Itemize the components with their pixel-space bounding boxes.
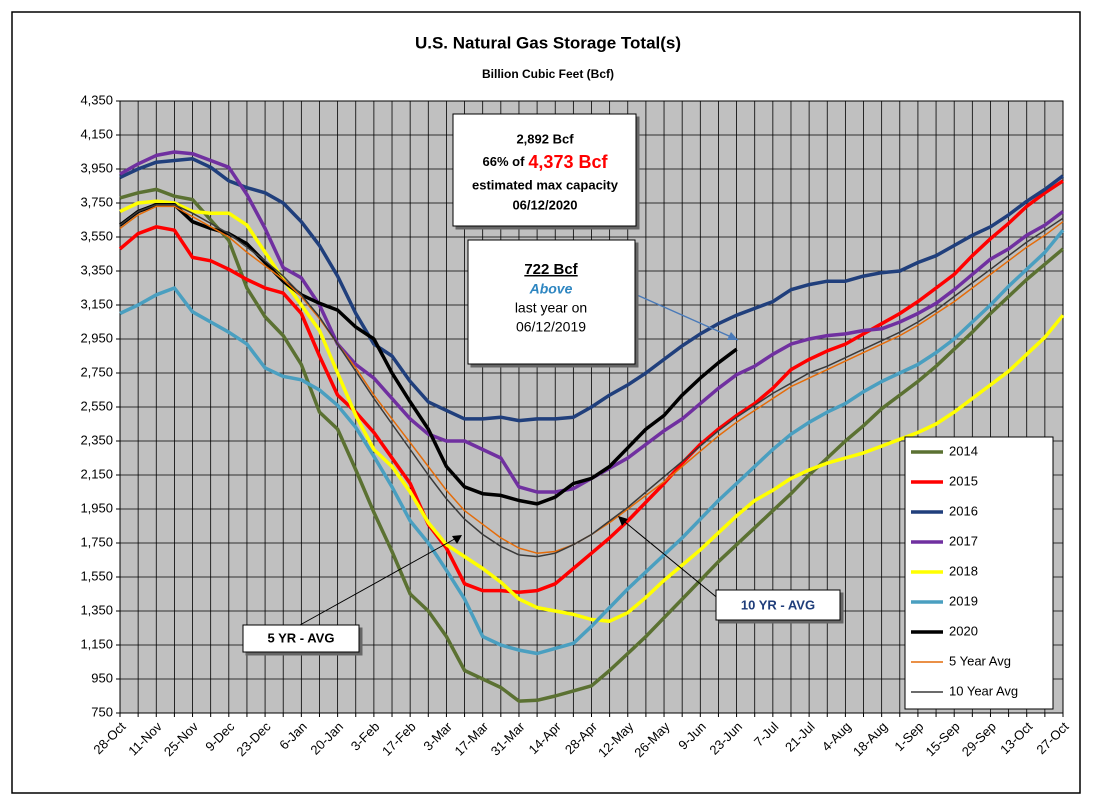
y-tick-label: 3,150 bbox=[80, 296, 113, 311]
legend-label: 2018 bbox=[949, 563, 978, 578]
legend-label: 2020 bbox=[949, 623, 978, 638]
y-tick-label: 3,750 bbox=[80, 194, 113, 209]
y-tick-label: 950 bbox=[91, 670, 113, 685]
series-line bbox=[119, 229, 1065, 656]
arrow-head bbox=[727, 332, 738, 340]
annotation-text: 10 YR - AVG bbox=[741, 597, 815, 612]
y-tick-label: 2,950 bbox=[80, 330, 113, 345]
legend-label: 2016 bbox=[949, 503, 978, 518]
label-box bbox=[715, 589, 841, 621]
series-line bbox=[118, 179, 1064, 595]
annotation-text: 66% of bbox=[483, 154, 526, 169]
yoy-box bbox=[467, 239, 636, 365]
legend-label: 2014 bbox=[949, 443, 978, 458]
y-tick-label: 2,550 bbox=[80, 398, 113, 413]
legend: 2014 2015 2016 2017 2018 2019 2020 5 Year Avg 10… bbox=[904, 436, 1054, 710]
y-tick-label: 1,550 bbox=[80, 568, 113, 583]
arrow-head bbox=[618, 516, 628, 526]
arrow bbox=[619, 517, 721, 601]
series-line bbox=[119, 187, 1065, 703]
annotation-text: Above bbox=[529, 281, 573, 297]
annotation-text: last year on bbox=[515, 300, 587, 316]
annotation-text: 06/12/2020 bbox=[512, 197, 577, 212]
chart-subtitle: Billion Cubic Feet (Bcf) bbox=[482, 67, 614, 81]
y-tick-label: 750 bbox=[91, 704, 113, 719]
capacity-box bbox=[452, 113, 637, 227]
annotation-text: 722 Bcf bbox=[524, 261, 578, 278]
y-tick-label: 1,150 bbox=[80, 636, 113, 651]
arrow bbox=[299, 535, 461, 626]
y-tick-label: 2,150 bbox=[80, 466, 113, 481]
annotation-text: 5 YR - AVG bbox=[268, 630, 335, 645]
y-tick-label: 1,950 bbox=[80, 500, 113, 515]
y-tick-label: 2,750 bbox=[80, 364, 113, 379]
series-line bbox=[119, 157, 1065, 423]
y-tick-label: 4,350 bbox=[80, 92, 113, 107]
arrow bbox=[636, 294, 739, 341]
annotation-text: estimated max capacity bbox=[472, 177, 619, 192]
y-tick-label: 4,150 bbox=[80, 126, 113, 141]
annotation-text: 06/12/2019 bbox=[516, 319, 586, 335]
legend-label: 2017 bbox=[949, 533, 978, 548]
legend-label: 10 Year Avg bbox=[949, 683, 1018, 698]
series-line bbox=[119, 203, 1064, 558]
legend-label: 5 Year Avg bbox=[949, 653, 1011, 668]
y-tick-label: 3,550 bbox=[80, 228, 113, 243]
label-box bbox=[242, 624, 360, 653]
arrow-head bbox=[452, 535, 462, 544]
legend-label: 2019 bbox=[949, 593, 978, 608]
annotation-text: 4,373 Bcf bbox=[528, 152, 608, 172]
y-tick-label: 1,750 bbox=[80, 534, 113, 549]
legend-label: 2015 bbox=[949, 473, 978, 488]
annotation-text: 66% of 4,373 Bcf bbox=[483, 152, 609, 172]
y-tick-label: 2,350 bbox=[80, 432, 113, 447]
y-tick-label: 3,350 bbox=[80, 262, 113, 277]
y-tick-label: 3,950 bbox=[80, 160, 113, 175]
annotation-text: 2,892 Bcf bbox=[516, 131, 574, 146]
series-line bbox=[118, 202, 738, 506]
chart-title: U.S. Natural Gas Storage Total(s) bbox=[415, 33, 681, 52]
y-tick-label: 1,350 bbox=[80, 602, 113, 617]
annotations: 2,892 Bcf 66% of 4,373 Bcf estimated max … bbox=[242, 113, 841, 653]
